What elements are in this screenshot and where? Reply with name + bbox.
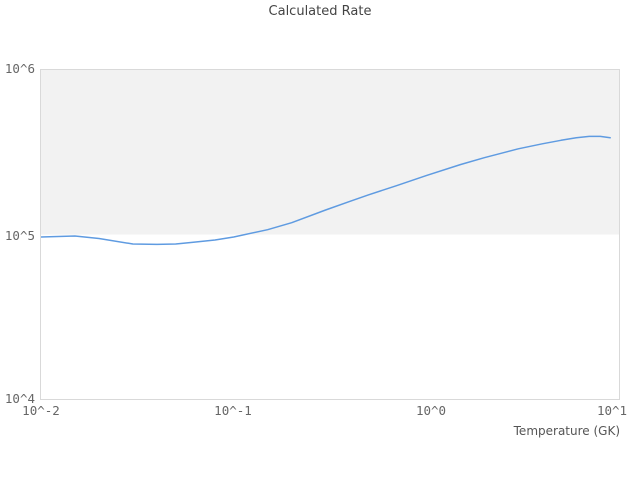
x-tick-label-1e-1: 10^-1: [214, 403, 252, 418]
x-tick-label-1e1: 10^1: [596, 403, 628, 418]
x-tick-label-1e-2: 10^-2: [22, 403, 60, 418]
plot-area: [40, 69, 620, 400]
chart-title: Calculated Rate: [268, 4, 372, 19]
x-tick-label-1e0: 10^0: [415, 403, 447, 418]
y-tick-label-1e5: 10^5: [4, 228, 35, 243]
y-tick-label-1e4: 10^4: [4, 391, 35, 406]
calculated-rate-line: [41, 135, 611, 246]
rate-line-svg: [41, 135, 611, 246]
x-axis-title: Temperature (GK): [513, 424, 620, 438]
y-tick-label-1e6: 10^6: [4, 61, 35, 76]
